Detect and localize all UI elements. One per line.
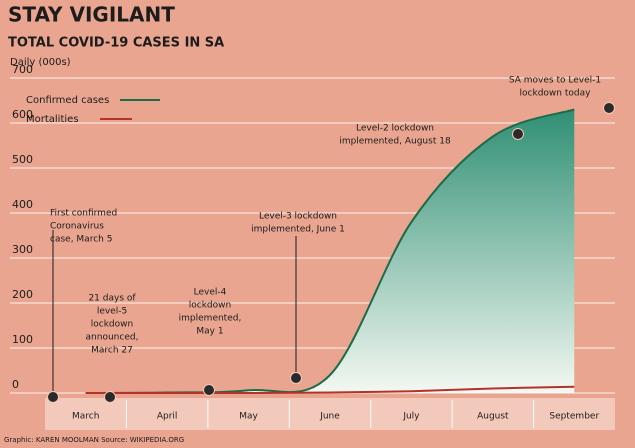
annotation: case, March 5 — [50, 235, 112, 245]
y-tick-label: 200 — [12, 288, 33, 301]
annotation: implemented, August 18 — [339, 137, 451, 147]
event-dot — [290, 372, 302, 384]
y-axis-label: Daily (000s) — [10, 57, 71, 68]
event-dot — [603, 102, 615, 114]
annotation: 21 days of — [88, 294, 136, 304]
x-tick-label: June — [319, 412, 340, 422]
credit: Graphic: KAREN MOOLMAN Source: WIKIPEDIA… — [4, 436, 184, 444]
x-tick-label: August — [477, 412, 509, 422]
annotation: Coronavirus — [50, 222, 104, 232]
annotation: lockdown — [91, 320, 133, 330]
y-tick-label: 400 — [12, 198, 33, 211]
x-axis-band — [45, 398, 615, 430]
x-tick-label: March — [72, 412, 99, 422]
x-tick-label: April — [157, 412, 178, 422]
chart-subtitle: TOTAL COVID-19 CASES IN SA — [8, 36, 224, 51]
annotation: announced, — [86, 333, 139, 343]
annotation: lockdown — [189, 301, 231, 311]
area — [85, 109, 575, 393]
annotation: Level-2 lockdown — [356, 124, 434, 134]
y-tick-label: 600 — [12, 108, 33, 121]
event-dot — [47, 391, 59, 403]
annotation: Level-3 lockdown — [259, 212, 337, 222]
x-tick-label: September — [549, 412, 599, 422]
annotation: First confirmed — [50, 209, 117, 219]
chart-title: STAY VIGILANT — [8, 3, 175, 27]
y-tick-label: 300 — [12, 243, 33, 256]
annotation: March 27 — [91, 346, 133, 356]
y-tick-label: 700 — [12, 63, 33, 76]
legend-label: Mortalities — [26, 114, 79, 125]
annotation: implemented, June 1 — [251, 225, 345, 235]
event-dot — [512, 128, 524, 140]
y-tick-label: 0 — [12, 378, 19, 391]
annotation: lockdown today — [520, 89, 592, 99]
annotation: May 1 — [196, 327, 223, 337]
annotation: level-5 — [97, 307, 127, 317]
line — [85, 385, 575, 395]
y-tick-label: 100 — [12, 333, 33, 346]
x-tick-label: July — [402, 412, 420, 422]
annotation: SA moves to Level-1 — [509, 76, 601, 86]
x-tick-label: May — [239, 412, 258, 422]
annotation: implemented, — [179, 314, 242, 324]
legend-label: Confirmed cases — [26, 95, 109, 106]
annotation: Level-4 — [194, 288, 227, 298]
event-dot — [104, 391, 116, 403]
y-tick-label: 500 — [12, 153, 33, 166]
event-dot — [203, 384, 215, 396]
